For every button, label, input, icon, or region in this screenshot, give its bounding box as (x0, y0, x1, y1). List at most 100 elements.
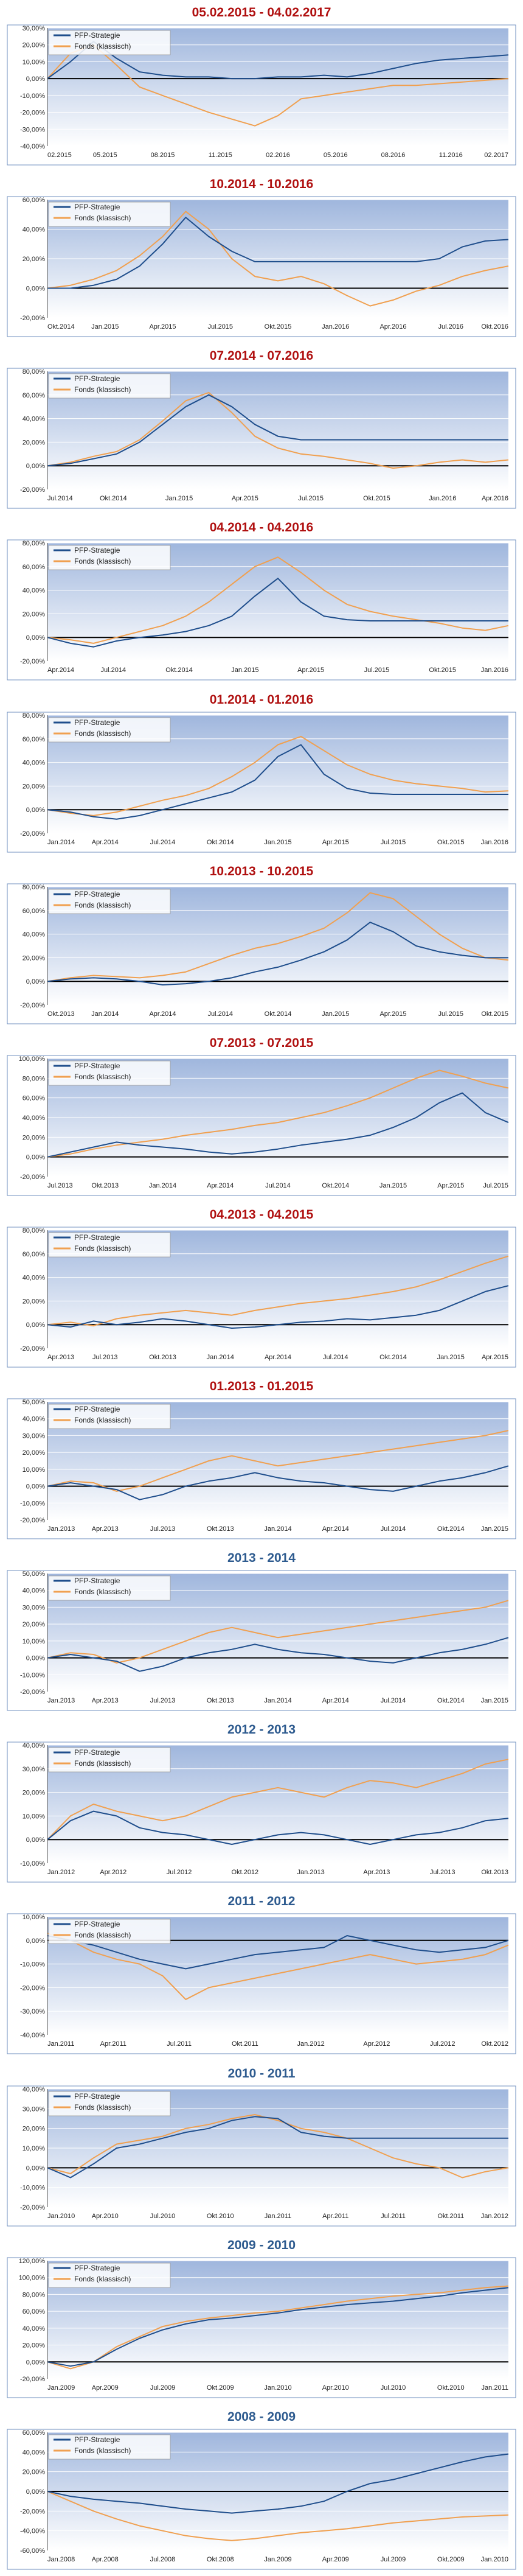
y-tick-label: 100,00% (19, 2274, 46, 2281)
legend-label: PFP-Strategie (74, 1920, 120, 1928)
x-tick-label: Jul.2014 (150, 839, 176, 846)
chart-title: 01.2014 - 01.2016 (209, 692, 314, 707)
y-tick-label: -20,00% (20, 830, 45, 838)
series-line-pfp (47, 744, 508, 820)
y-tick-label: 40,00% (23, 587, 46, 595)
x-tick-label: Apr.2012 (100, 1869, 126, 1876)
x-tick-label: Jul.2012 (430, 2040, 455, 2048)
x-tick-label: Jul.2014 (207, 1010, 233, 1018)
x-tick-label: Apr.2010 (322, 2384, 349, 2392)
x-tick-label: Jan.2008 (47, 2556, 75, 2563)
series-line-pfp (47, 1092, 509, 1158)
chart-frame (7, 1570, 516, 1711)
chart-frame (7, 539, 516, 681)
y-tick-label: 10,00% (23, 1466, 46, 1474)
x-tick-label: Okt.2014 (207, 839, 234, 846)
y-tick-label: 40,00% (23, 226, 46, 234)
chart-panel: 01.2014 - 01.2016 80,00% 60,00% 40,00% 20,00… (0, 687, 523, 859)
y-tick-label: -20,00% (20, 658, 45, 665)
chart-title: 07.2014 - 07.2016 (209, 349, 314, 363)
x-tick-label: Jan.2015 (231, 667, 258, 674)
x-tick-label: Jan.2015 (481, 1525, 508, 1533)
y-tick-label: 20,00% (23, 2469, 46, 2476)
y-tick-label: 60,00% (23, 1251, 46, 1258)
x-tick-label: Okt.2015 (265, 323, 292, 331)
x-tick-label: Jul.2011 (167, 2040, 192, 2048)
y-tick-label: -10,00% (20, 1860, 45, 1867)
y-tick-label: -20,00% (20, 1174, 45, 1181)
y-tick-label: 0,00% (26, 1153, 45, 1161)
x-tick-label: Apr.2015 (232, 495, 258, 502)
x-tick-label: Apr.2015 (379, 1010, 406, 1018)
chart-frame (7, 1741, 516, 1883)
y-tick-label: -40,00% (20, 2032, 45, 2039)
x-tick-label: Jul.2014 (381, 1525, 406, 1533)
x-tick-label: Jul.2013 (92, 1354, 118, 1361)
y-tick-label: 60,00% (23, 2308, 46, 2315)
y-tick-label: 80,00% (23, 2291, 46, 2298)
x-tick-label: Okt.2016 (481, 323, 508, 331)
x-tick-label: Jan.2016 (481, 839, 508, 846)
x-tick-label: Apr.2009 (92, 2384, 119, 2392)
y-tick-label: 10,00% (23, 58, 46, 66)
x-tick-label: Jan.2011 (47, 2040, 74, 2048)
legend-label: PFP-Strategie (74, 890, 120, 898)
y-tick-label: 0,00% (26, 2488, 45, 2496)
x-tick-label: Okt.2013 (47, 1010, 75, 1018)
y-tick-label: 20,00% (23, 783, 46, 790)
y-tick-label: 80,00% (23, 884, 46, 891)
chart-frame (7, 883, 516, 1024)
x-tick-label: Jul.2013 (430, 1869, 455, 1876)
y-tick-label: 60,00% (23, 735, 46, 743)
y-tick-label: 0,00% (26, 285, 45, 293)
x-tick-label: Okt.2015 (481, 1010, 508, 1018)
x-tick-label: Jul.2015 (364, 667, 390, 674)
chart-panel: 2009 - 2010 120,00% 100,00% 80,00% 60,00% 40,… (0, 2233, 523, 2404)
x-tick-label: Jan.2014 (91, 1010, 119, 1018)
chart-frame (7, 2429, 516, 2570)
y-tick-label: 20,00% (23, 611, 46, 618)
y-tick-label: -20,00% (20, 2204, 45, 2211)
x-tick-label: Jan.2013 (47, 1697, 75, 1704)
series-line-fonds (47, 44, 509, 127)
x-tick-label: Jan.2010 (47, 2213, 75, 2220)
y-tick-label: 50,00% (23, 1399, 46, 1406)
x-tick-label: Jan.2015 (91, 323, 119, 331)
y-tick-label: -20,00% (20, 1517, 45, 1524)
x-tick-label: Jul.2015 (207, 323, 233, 331)
x-tick-label: Apr.2013 (47, 1354, 74, 1361)
y-tick-label: 20,00% (23, 1790, 46, 1797)
series-line-fonds (47, 556, 509, 645)
y-tick-label: -10,00% (20, 1961, 45, 1969)
legend-label: Fonds (klassisch) (74, 42, 131, 51)
y-tick-label: 20,00% (23, 954, 46, 962)
chart-frame (7, 1227, 516, 1368)
y-tick-label: -30,00% (20, 126, 45, 133)
y-tick-label: 40,00% (23, 416, 46, 423)
series-line-pfp (47, 578, 508, 648)
x-tick-label: Apr.2014 (265, 1354, 291, 1361)
x-tick-label: Okt.2014 (47, 323, 75, 331)
legend-label: Fonds (klassisch) (74, 1244, 131, 1253)
line-chart: 80,00%60,00%40,00%20,00%0,00%-20,00%Apr.… (7, 1227, 516, 1368)
x-tick-label: Jan.2015 (165, 495, 193, 502)
x-tick-label: Jan.2012 (297, 2040, 325, 2048)
line-chart: 50,00% 40,00% 30,00% 20,00% 10,00% 0,00% -10,0… (7, 1398, 516, 1539)
chart-title: 05.02.2015 - 04.02.2017 (192, 5, 331, 19)
chart-panel: 04.2014 - 04.2016 80,00% 60,00% 40,00% 20,00… (0, 515, 523, 687)
series-line-pfp (47, 41, 509, 80)
line-chart: 50,00% 40,00% 30,00% 20,00% 10,00% 0,00% -10,0… (7, 1570, 516, 1711)
x-tick-label: Okt.2012 (481, 2040, 508, 2048)
chart-panel: 2012 - 2013 40,00% 30,00% 20,00% 10,00% 0,00%… (0, 1717, 523, 1889)
y-tick-label: -20,00% (20, 486, 45, 494)
y-tick-label: 10,00% (23, 1914, 46, 1921)
y-tick-label: 40,00% (23, 1587, 46, 1595)
legend-label: PFP-Strategie (74, 1233, 120, 1242)
legend-label: Fonds (klassisch) (74, 2275, 131, 2283)
y-tick-label: -20,00% (20, 1345, 45, 1353)
x-tick-label: Apr.2014 (92, 839, 119, 846)
series-line-pfp (47, 217, 509, 289)
series-line-pfp (47, 2453, 509, 2514)
x-tick-label: Apr.2008 (92, 2556, 119, 2563)
x-tick-label: Jan.2012 (481, 2213, 508, 2220)
